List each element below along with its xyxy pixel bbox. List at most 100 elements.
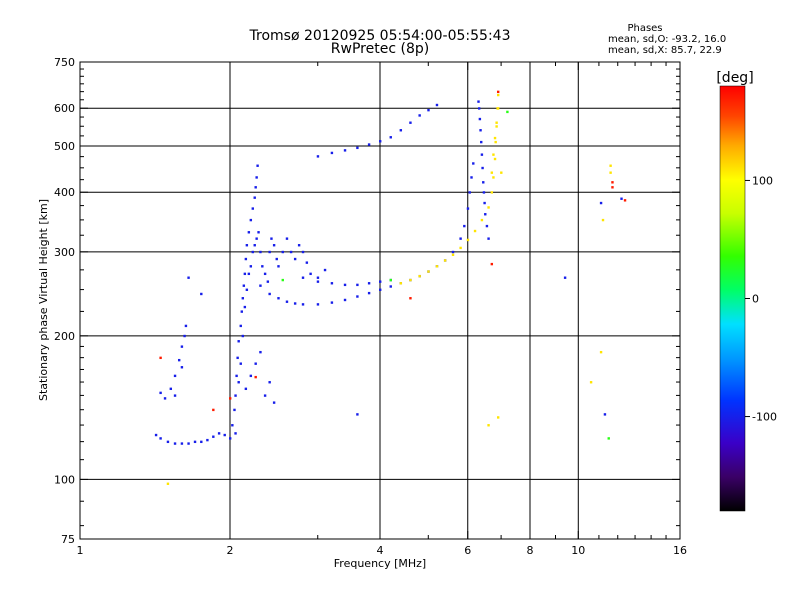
data-point [459, 246, 462, 250]
data-point [399, 282, 403, 285]
data-point [154, 433, 158, 437]
data-point [427, 270, 430, 273]
data-point [470, 176, 473, 179]
data-point [249, 265, 253, 268]
data-point [356, 413, 359, 416]
data-point [200, 440, 203, 444]
y-tick-label: 200 [54, 330, 75, 343]
data-point [481, 166, 484, 170]
data-point [266, 280, 270, 283]
y-tick-label: 75 [61, 533, 75, 546]
data-point [231, 424, 234, 427]
data-point [367, 143, 371, 146]
data-point [356, 295, 359, 298]
data-point [301, 250, 305, 254]
data-point [245, 288, 249, 291]
data-point [281, 278, 284, 282]
data-point [492, 153, 495, 156]
y-axis-ticks: 75 100 200 300 400 500 600 750 [54, 56, 680, 546]
colorbar-tick-label: 100 [752, 174, 773, 187]
data-point [409, 121, 412, 124]
data-point [427, 108, 430, 112]
data-point [409, 278, 412, 282]
data-point [609, 164, 612, 167]
data-point [223, 433, 226, 437]
y-axis-label: Stationary phase Virtual Height [km] [37, 199, 50, 401]
data-point [235, 374, 238, 378]
data-point [243, 272, 247, 276]
data-point [159, 391, 162, 395]
data-point [601, 218, 605, 222]
data-point [272, 244, 276, 247]
data-point [603, 413, 607, 416]
data-point [483, 201, 486, 205]
data-point [443, 259, 447, 262]
data-point [234, 394, 237, 397]
data-point [270, 237, 273, 240]
data-point [495, 125, 498, 128]
data-point [323, 268, 327, 272]
data-point [379, 288, 382, 291]
data-point [495, 121, 498, 124]
data-point [490, 191, 494, 194]
data-point [389, 285, 392, 288]
data-point [463, 224, 466, 228]
data-point [484, 213, 487, 216]
data-point [496, 107, 500, 110]
data-point [241, 334, 245, 338]
data-point [599, 350, 603, 354]
data-point [623, 199, 627, 202]
data-point [245, 244, 249, 247]
data-point [180, 366, 184, 369]
data-point [261, 265, 264, 268]
chart-subtitle: RwPretec (8p) [331, 41, 429, 57]
data-point [254, 186, 257, 189]
data-point [293, 257, 297, 261]
y-tick-label: 500 [54, 140, 75, 153]
data-point [316, 303, 320, 306]
data-point [244, 387, 248, 391]
data-point [611, 186, 614, 189]
data-point [244, 257, 248, 261]
x-tick-label: 6 [464, 544, 471, 557]
data-point [212, 408, 215, 412]
data-point [343, 298, 347, 302]
data-point [277, 265, 280, 268]
data-point [506, 110, 509, 114]
data-point [268, 250, 271, 254]
data-point [435, 265, 439, 268]
data-point [316, 280, 320, 283]
data-point [487, 206, 490, 209]
data-point [399, 129, 403, 132]
data-point [477, 100, 480, 103]
data-point [480, 153, 484, 156]
data-point [166, 440, 170, 444]
x-axis-ticks: 1 2 4 6 8 10 16 [77, 62, 687, 557]
data-point [493, 136, 497, 140]
data-point [173, 374, 177, 378]
data-point [482, 181, 485, 184]
data-point [247, 272, 251, 276]
data-point [249, 218, 253, 222]
chart-title: Tromsø 20120925 05:54:00-05:55:43 [249, 28, 511, 44]
data-point [163, 397, 167, 400]
y-tick-label: 400 [54, 186, 75, 199]
x-tick-label: 8 [527, 544, 534, 557]
data-point [494, 140, 497, 144]
x-tick-label: 4 [377, 544, 384, 557]
colorbar-label: [deg] [716, 70, 753, 86]
data-point [316, 155, 320, 158]
data-point [259, 284, 262, 287]
data-point [496, 416, 500, 419]
data-point [187, 276, 190, 279]
data-point [251, 207, 254, 210]
data-point [473, 229, 477, 233]
colorbar-tick-label: -100 [752, 411, 777, 424]
data-point [451, 253, 455, 256]
data-point [482, 191, 486, 194]
data-point [418, 114, 421, 117]
data-point [256, 164, 259, 167]
x-tick-label: 10 [571, 544, 585, 557]
data-point [451, 250, 455, 254]
